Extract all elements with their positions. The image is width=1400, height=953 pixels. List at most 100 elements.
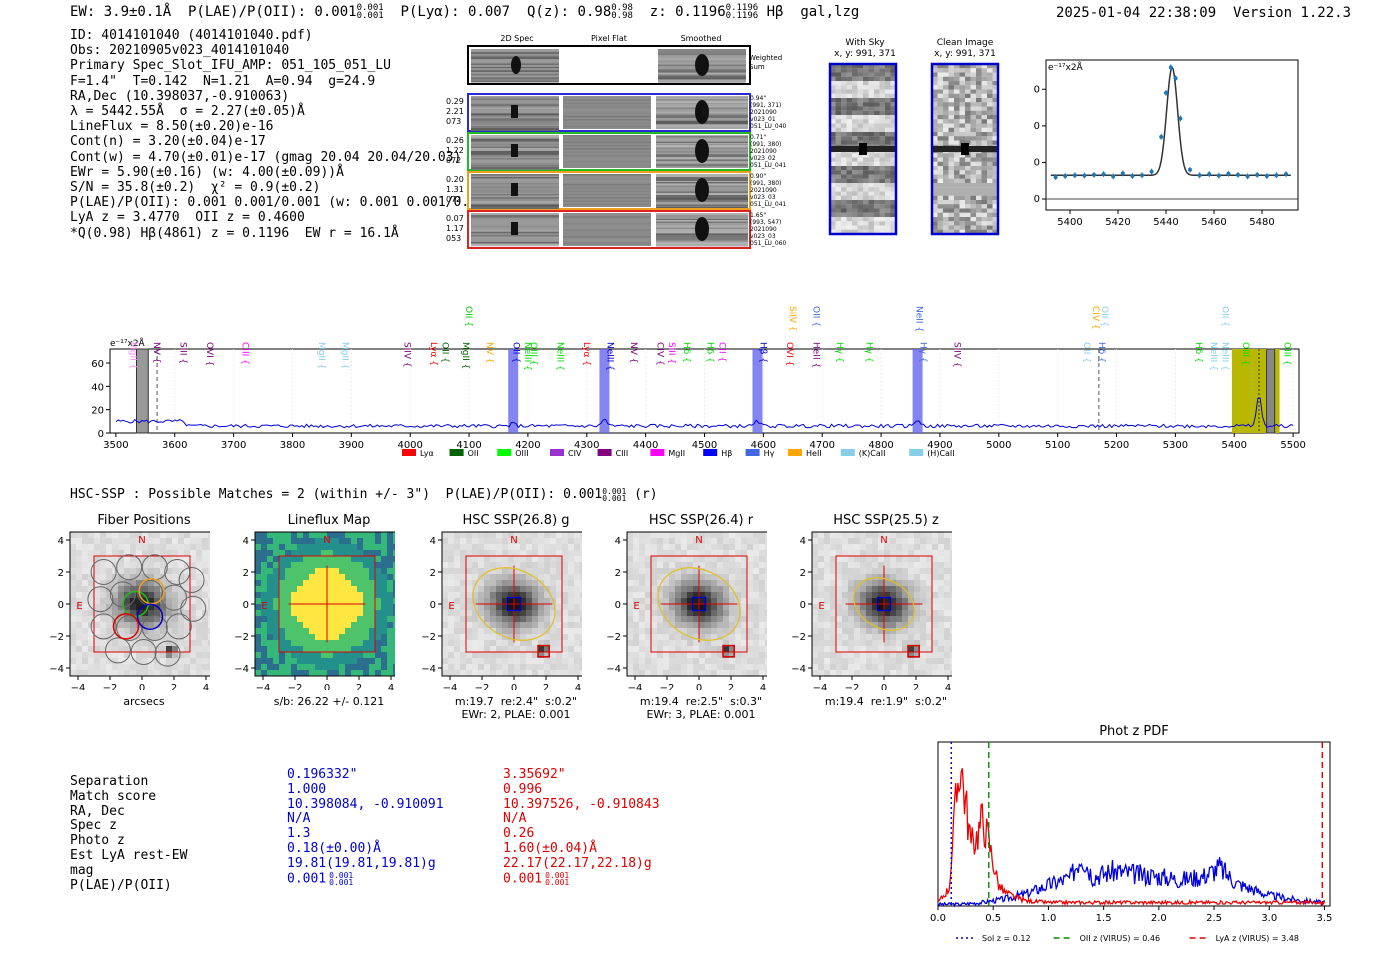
line-id-label: OII { <box>1081 342 1091 363</box>
line-id-label: NeIII { <box>522 342 532 371</box>
x-tick-label: 5000 <box>986 440 1011 451</box>
line-id-label: NeIII { <box>554 342 564 371</box>
x-tick-label: 5420 <box>1105 217 1130 228</box>
target-window <box>1270 349 1280 433</box>
x-tick-label: 4 <box>760 683 766 690</box>
match-value: 10.397526, -0.910843 <box>503 796 660 812</box>
header-summary: EW: 3.9±0.1Å P(LAE)/P(OII): 0.0010.001 0.… <box>70 3 860 21</box>
line-id-label: OVI { <box>204 342 214 366</box>
cutout-smoothed-peak <box>695 100 709 124</box>
match-blue-column: 0.196332" 1.000 10.398084, -0.910091 N/A 1.3… <box>287 767 444 887</box>
line-id-label: OII { <box>510 342 520 363</box>
x-tick-label: 0 <box>324 683 330 690</box>
caption-line-1: s/b: 26.22 +/- 0.121 <box>273 695 385 708</box>
cutout-row-left-label: 0.20 1.31 072 <box>446 175 464 204</box>
caption-line-1: m:19.7 re:2.4" s:0.2" <box>454 695 578 708</box>
line-id-label: Hδ { <box>1096 342 1106 363</box>
data-point <box>1216 173 1221 178</box>
hsc-panel-title: Lineflux Map <box>287 513 371 528</box>
x-tick-label: 4400 <box>633 440 658 451</box>
fraction: 0.001 0.001 <box>329 870 354 887</box>
x-tick-label: 4700 <box>809 440 834 451</box>
cutout-flat <box>563 135 651 168</box>
x-tick-label: 5440 <box>1153 217 1178 228</box>
y-tick-label: 2 <box>243 568 249 579</box>
data-point <box>1284 172 1288 177</box>
hsc-panel-image: N E −4 −4 −2 −2 0 0 2 2 4 4 <box>50 531 210 690</box>
plot-area <box>109 348 1300 434</box>
x-tick-label: 0 <box>696 683 702 690</box>
cutout-2d-peak <box>511 105 518 118</box>
match-value: 0.001 0.001 0.001 <box>503 870 570 887</box>
fiber-circle <box>164 559 191 585</box>
line-id-label: Lyα { <box>428 342 438 366</box>
x-tick-label: 5480 <box>1249 217 1274 228</box>
line-id-label: Hδ { <box>1193 342 1203 363</box>
y-tick-label: 0 <box>430 600 436 611</box>
caption-line-2: EWr: 3, PLAE: 0.001 <box>646 708 756 721</box>
line-id-label: Lyα { <box>581 342 591 366</box>
north-label: N <box>510 535 517 546</box>
legend-label: CIV <box>568 449 582 458</box>
match-labels: Separation Match score RA, Dec Spec z Photo … <box>70 774 188 893</box>
hsc-panel-image: N E −4 −4 −2 −2 0 0 2 2 4 4 <box>235 531 395 690</box>
y-tick-label: 0 <box>615 600 621 611</box>
match-value: 0.196332" <box>287 767 358 782</box>
sky-title: With Sky x, y: 991, 371 <box>834 38 896 59</box>
match-value: 1.000 <box>287 781 327 797</box>
info-line: λ = 5442.55Å σ = 2.27(±0.05)Å <box>70 104 305 120</box>
x-tick-label: 5460 <box>1201 217 1226 228</box>
x-tick-label: 1.0 <box>1040 913 1056 924</box>
x-tick-label: 0.0 <box>930 913 946 924</box>
y-tick-label: 2 <box>615 568 621 579</box>
line-id-label: MgII { <box>316 342 326 369</box>
y-tick-label: −2 <box>422 632 436 643</box>
line-id-label: MgII { <box>460 342 470 369</box>
masked-region <box>135 348 149 434</box>
x-tick-label: −2 <box>845 683 860 690</box>
data-point <box>1245 174 1250 179</box>
fit-curve <box>1050 65 1291 176</box>
info-line: S/N = 35.8(±0.2) χ² = 0.9(±0.2) <box>70 180 321 196</box>
data-point <box>1063 173 1068 178</box>
line-id-label: OII { <box>440 342 450 363</box>
legend-label: Sol z = 0.12 <box>982 934 1031 943</box>
y-tick-label: 2 <box>430 568 436 579</box>
y-tick-label: −4 <box>607 664 621 675</box>
cutout-2d-peak <box>511 222 518 235</box>
data-point <box>1149 169 1154 174</box>
x-tick-label: 5400 <box>1057 217 1082 228</box>
line-id-label: SiIV { <box>952 342 962 368</box>
legend-swatch <box>449 449 464 456</box>
north-label: N <box>323 535 330 546</box>
search-box <box>465 555 563 653</box>
x-tick-label: −4 <box>813 683 828 690</box>
red-match-box <box>722 644 735 658</box>
legend-label: HeII <box>806 449 822 458</box>
north-label: N <box>880 535 887 546</box>
line-id-label: NV { <box>151 342 161 363</box>
data-point <box>1274 173 1279 178</box>
x-tick-label: 2 <box>356 683 362 690</box>
match-value: 10.398084, -0.910091 <box>287 796 444 812</box>
info-line: RA,Dec (10.398037,-0.910063) <box>70 88 290 104</box>
legend-label: OII z (VIRUS) = 0.46 <box>1080 934 1160 943</box>
match-label: Est LyA rest-EW <box>70 847 188 863</box>
red-match-box <box>537 644 550 658</box>
match-label: Separation <box>70 774 149 789</box>
legend-swatch <box>909 449 924 456</box>
line-id-label: CIV { <box>654 342 664 366</box>
clean-title: Clean Image x, y: 991, 371 <box>934 38 996 59</box>
cutout-row-right-label: 0.94" (991, 371) 2021090 v023_01 051_LU_… <box>750 95 787 130</box>
x-tick-label: −2 <box>660 683 675 690</box>
east-label: E <box>633 601 639 612</box>
cutout-panel: 2D Spec Pixel Flat Smoothed Weighted Sum… <box>444 34 786 256</box>
x-tick-label: 3800 <box>280 440 305 451</box>
info-line: Cont(n) = 3.20(±0.04)e-17 <box>70 134 266 150</box>
info-line: EWr = 5.90(±0.16) (w: 4.00(±0.09))Å <box>70 164 344 180</box>
line-id-label: Hγ { <box>834 342 844 363</box>
cutout-row-left-label: 0.26 1.22 072 <box>446 136 464 165</box>
info-block: ID: 4014101040 (4014101040.pdf) Obs: 2021… <box>70 28 500 241</box>
data-point <box>1264 173 1269 178</box>
legend-swatch <box>788 449 802 456</box>
